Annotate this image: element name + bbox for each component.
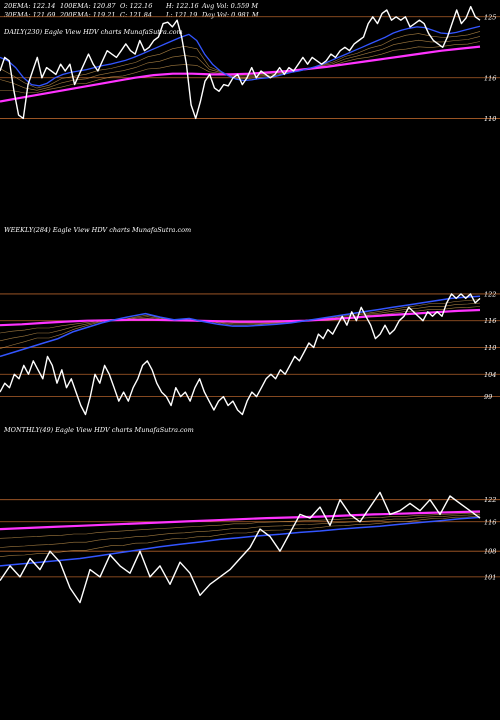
header-row-2: 30EMA: 121.69 200EMA: 119.21 C: 121.84 L: 1…: [4, 11, 259, 19]
daily-tick-label: 116: [484, 74, 496, 82]
monthly-ema-band-3: [0, 512, 481, 539]
weekly-chart: 122 116 110 104 99: [0, 290, 500, 416]
monthly-chart-title: MONTHLY(49) Eagle View HDV charts Munafa…: [4, 426, 194, 434]
monthly-ema-short-line: [0, 516, 481, 567]
monthly-tick-label: 101: [484, 573, 496, 581]
daily-chart: 125 116 110: [0, 5, 500, 123]
monthly-ema-long-line: [0, 510, 481, 531]
weekly-price-line: [0, 293, 481, 416]
day-vol-readout: Day Vol: 0.981 M: [202, 11, 259, 19]
weekly-ema-long-line: [0, 308, 481, 327]
weekly-ema-short-line: [0, 295, 481, 358]
monthly-ema-band-1: [0, 515, 481, 557]
monthly-price-line: [0, 491, 481, 604]
weekly-ema-band-2: [0, 302, 481, 342]
ema30-readout: 30EMA: 121.69: [4, 11, 56, 19]
close-readout: C: 121.84: [120, 11, 152, 19]
weekly-chart-title: WEEKLY(284) Eagle View HDV charts Munafa…: [4, 226, 192, 234]
monthly-tick-label: 108: [484, 548, 496, 556]
ema200-readout: 200EMA: 119.21: [60, 11, 116, 19]
header-row-1: 20EMA: 122.14 100EMA: 120.87 O: 122.16 H: 1…: [4, 2, 258, 10]
weekly-ema-band-3: [0, 306, 481, 334]
daily-ema-200-line: [0, 45, 481, 103]
daily-price-line: [0, 5, 481, 120]
monthly-tick-label: 116: [484, 518, 496, 526]
daily-tick-label: 125: [484, 13, 496, 21]
low-readout: L: 121.19: [166, 11, 198, 19]
high-readout: H: 122.16: [166, 2, 199, 10]
monthly-ema-band-2: [0, 514, 481, 548]
monthly-tick-label: 122: [484, 496, 496, 504]
weekly-tick-label: 116: [484, 317, 496, 325]
daily-chart-title: DAILY(230) Eagle View HDV charts MunafaS…: [4, 28, 183, 36]
weekly-ema-band-1: [0, 299, 481, 349]
daily-ema-band-3: [0, 41, 481, 94]
weekly-tick-label: 99: [484, 393, 492, 401]
ema100-readout: 100EMA: 120.87: [60, 2, 116, 10]
ema20-readout: 20EMA: 122.14: [4, 2, 56, 10]
weekly-tick-label: 110: [484, 344, 496, 352]
daily-ema-band-2: [0, 36, 481, 91]
open-readout: O: 122.16: [120, 2, 153, 10]
weekly-tick-label: 104: [484, 371, 496, 379]
avg-vol-readout: Avg Vol: 0.559 M: [202, 2, 259, 10]
monthly-chart: 122 116 108 101: [0, 491, 500, 604]
daily-tick-label: 110: [484, 115, 496, 123]
weekly-tick-label: 122: [484, 290, 496, 298]
